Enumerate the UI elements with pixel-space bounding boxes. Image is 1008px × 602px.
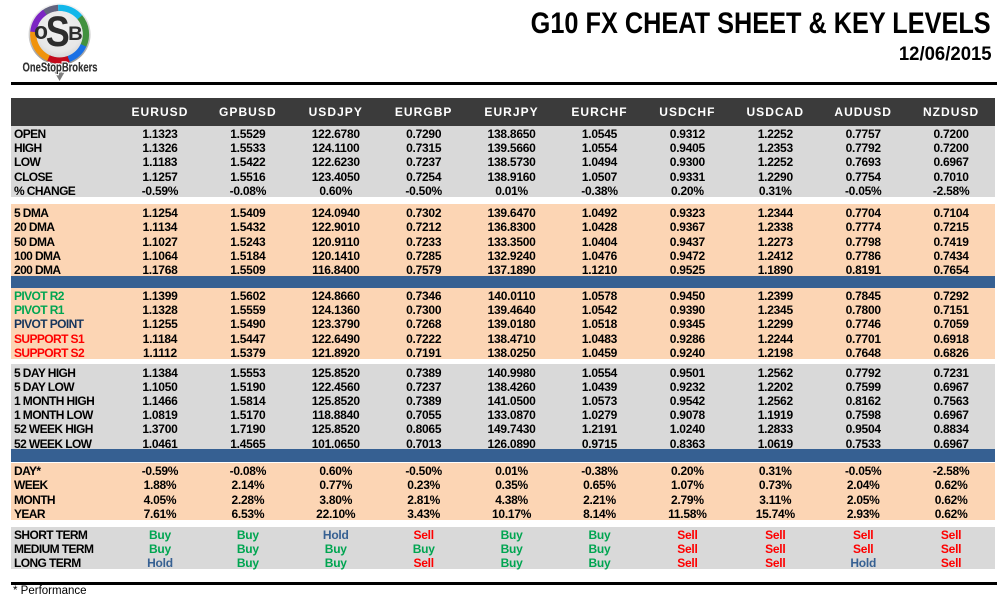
svg-text:B: B [68,24,83,45]
svg-text:OneStopBrokers: OneStopBrokers [23,60,98,75]
svg-text:o: o [34,18,48,45]
svg-text:OneStopBrokers: OneStopBrokers [23,60,98,75]
svg-text:S: S [46,8,70,56]
